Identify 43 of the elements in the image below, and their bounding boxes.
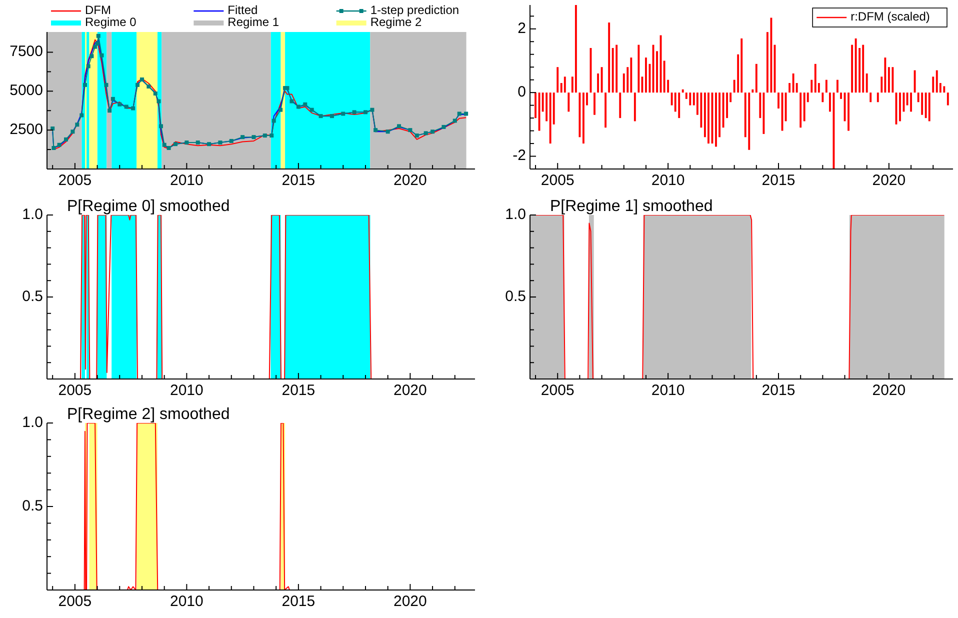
x-tick-label: 2015 (282, 593, 316, 610)
x-tick-label: 2005 (58, 172, 92, 189)
y-tick-label: 0.5 (22, 288, 43, 305)
x-tick-label: 2005 (58, 382, 92, 399)
y-tick-label: 2 (518, 20, 526, 37)
x-tick-label: 2010 (651, 382, 685, 399)
x-tick-label: 2015 (282, 382, 316, 399)
y-tick-label: 0.5 (22, 497, 43, 514)
y-tick-label: 1.0 (505, 206, 526, 223)
chart-title: P[Regime 2] smoothed (67, 406, 230, 423)
chart-title: P[Regime 1] smoothed (550, 198, 713, 215)
y-tick-label: 1.0 (22, 414, 43, 431)
legend-label: r:DFM (scaled) (850, 10, 930, 24)
x-tick-label: 2020 (872, 172, 906, 189)
x-tick-label: 2010 (170, 593, 204, 610)
x-tick-label: 2020 (872, 382, 906, 399)
x-tick-label: 2020 (394, 172, 427, 189)
legend-label: 1-step prediction (370, 3, 460, 18)
y-tick-label: 7500 (10, 43, 43, 60)
x-tick-label: 2010 (170, 382, 204, 399)
x-tick-label: 2010 (651, 172, 685, 189)
chart-title: P[Regime 0] smoothed (67, 198, 230, 215)
x-tick-label: 2005 (540, 382, 574, 399)
line-series (535, 215, 945, 379)
y-tick-label: 0.5 (505, 288, 526, 305)
x-tick-label: 2010 (170, 172, 204, 189)
x-tick-label: 2005 (58, 593, 92, 610)
legend-label: Regime 1 (228, 15, 280, 30)
x-tick-label: 2020 (394, 382, 427, 399)
y-tick-label: 0 (518, 84, 526, 101)
x-tick-label: 2015 (762, 172, 796, 189)
x-tick-label: 2020 (394, 593, 427, 610)
legend-label: Fitted (228, 3, 258, 18)
legend-label: Regime 0 (85, 15, 137, 30)
x-tick-label: 2015 (282, 172, 316, 189)
y-tick-label: 5000 (10, 82, 43, 100)
y-tick-label: 2500 (10, 121, 43, 138)
y-tick-label: 1.0 (22, 206, 43, 223)
legend-label: Regime 2 (370, 15, 422, 30)
legend-label: DFM (85, 3, 111, 18)
x-tick-label: 2005 (540, 172, 574, 189)
x-tick-label: 2015 (762, 382, 796, 399)
y-tick-label: -2 (512, 147, 526, 164)
